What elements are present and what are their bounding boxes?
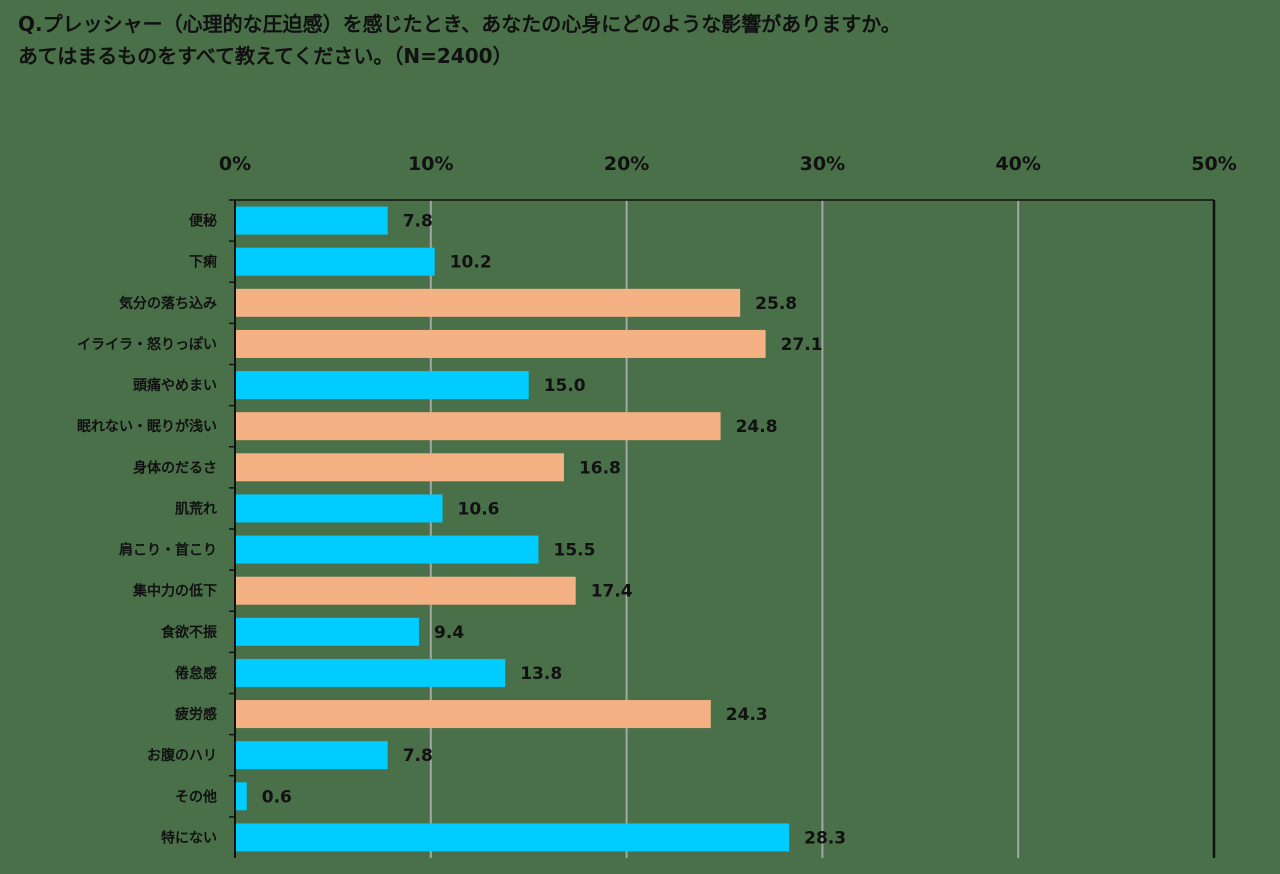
bar (235, 823, 790, 852)
chart-title-line-2: あてはまるものをすべて教えてください。（N=2400） (18, 44, 513, 68)
value-label: 9.4 (434, 623, 464, 643)
x-tick-label: 30% (800, 153, 845, 175)
bar (235, 700, 711, 729)
axes (229, 199, 1216, 858)
category-label: 便秘 (189, 213, 217, 230)
bar (235, 412, 721, 441)
bar (235, 576, 576, 605)
value-label: 25.8 (755, 294, 797, 314)
value-label: 28.3 (804, 828, 846, 848)
value-label: 24.3 (726, 705, 768, 725)
category-label: 特にない (161, 829, 217, 846)
category-label: その他 (175, 788, 217, 805)
value-label: 15.5 (553, 541, 595, 561)
category-label: お腹のハリ (147, 747, 217, 764)
value-label: 10.6 (458, 499, 500, 519)
value-label: 7.8 (403, 212, 433, 232)
value-label: 15.0 (544, 376, 586, 396)
category-label: 肌荒れ (175, 500, 217, 517)
x-tick-label: 50% (1191, 153, 1236, 175)
bar (235, 741, 388, 770)
category-label: 疲労感 (175, 706, 217, 723)
category-labels: 便秘下痢気分の落ち込みイライラ・怒りっぽい頭痛やめまい眠れない・眠りが浅い身体の… (77, 213, 217, 847)
bar (235, 535, 539, 564)
value-label: 7.8 (403, 746, 433, 766)
bars (235, 206, 790, 852)
category-label: 気分の落ち込み (119, 295, 217, 312)
category-label: 集中力の低下 (132, 583, 217, 600)
bar (235, 658, 506, 687)
bar (235, 494, 443, 523)
bar (235, 329, 766, 358)
x-tick-label: 40% (995, 153, 1040, 175)
value-label: 17.4 (591, 582, 633, 602)
value-label: 27.1 (781, 335, 823, 355)
bar (235, 247, 435, 276)
category-label: 食欲不振 (161, 624, 217, 641)
value-label: 24.8 (736, 417, 778, 437)
value-labels: 7.8 10.2 25.8 27.1 15.0 24.8 16.8 10.6 15.5 17.4 9… (262, 212, 846, 849)
bar (235, 453, 564, 482)
value-label: 0.6 (262, 787, 292, 807)
category-label: 下痢 (189, 254, 217, 271)
category-label: 肩こり・首こり (119, 542, 217, 559)
value-label: 13.8 (520, 664, 562, 684)
x-axis-ticks: 0% 10% 20% 30% 40% 50% (219, 153, 1237, 175)
value-label: 16.8 (579, 458, 621, 478)
category-label: 頭痛やめまい (133, 377, 217, 394)
category-label: 身体のだるさ (133, 459, 217, 476)
bar (235, 782, 247, 811)
x-tick-label: 0% (219, 153, 251, 175)
bar (235, 288, 741, 317)
category-label: イライラ・怒りっぽい (77, 336, 217, 353)
value-label: 10.2 (450, 253, 492, 273)
bar (235, 206, 388, 235)
chart-title-line-1: Q.プレッシャー（心理的な圧迫感）を感じたとき、あなたの心身にどのような影響があ… (18, 12, 901, 36)
x-tick-label: 20% (604, 153, 649, 175)
category-label: 倦怠感 (175, 665, 217, 682)
x-tick-label: 10% (408, 153, 453, 175)
bar (235, 371, 529, 400)
bar (235, 617, 420, 646)
category-label: 眠れない・眠りが浅い (77, 418, 217, 435)
